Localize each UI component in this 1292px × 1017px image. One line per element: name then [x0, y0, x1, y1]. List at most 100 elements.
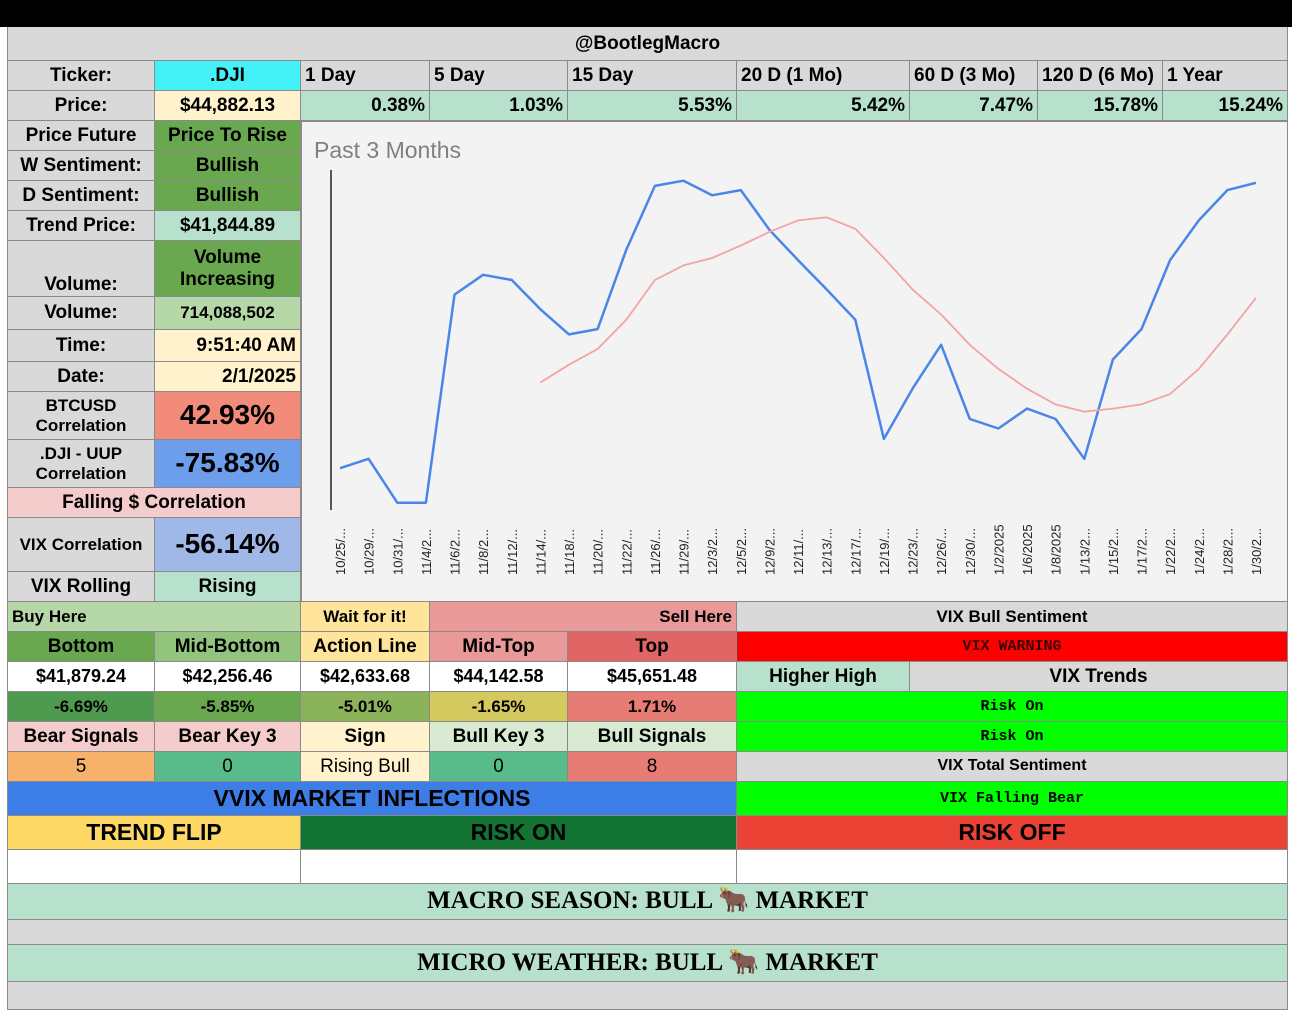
stats-label: Date: — [8, 362, 155, 392]
series-line — [339, 179, 1257, 504]
stats-label: Time: — [8, 330, 155, 362]
price-label: Price: — [8, 91, 155, 121]
x-tick-label: 10/25/... — [333, 528, 348, 575]
signals-names: Bear Key 3 — [155, 722, 301, 752]
x-tick-label: 12/26/... — [934, 528, 949, 575]
x-tick-label: 11/20/... — [591, 529, 606, 575]
x-tick-label: 11/22/... — [619, 529, 634, 575]
x-tick-label: 12/13/... — [820, 528, 835, 575]
stats-value: 714,088,502 — [155, 297, 301, 330]
levels-names: Bottom — [8, 632, 155, 662]
chart-title: Past 3 Months — [314, 137, 461, 163]
inflections-risk-on: RISK ON — [301, 816, 737, 850]
levels-prices: $45,651.48 — [568, 662, 737, 692]
vix-total: VIX Total Sentiment — [737, 752, 1288, 782]
x-tick-label: 1/2/2025 — [991, 524, 1006, 575]
levels-changes: 1.71% — [568, 692, 737, 722]
periods: 5 Day — [430, 61, 568, 91]
signals-names: Bull Signals — [568, 722, 737, 752]
x-tick-label: 12/23/... — [906, 528, 921, 575]
x-tick-label: 12/19/... — [877, 528, 892, 575]
signals-names: Bear Signals — [8, 722, 155, 752]
levels-changes: -5.85% — [155, 692, 301, 722]
vix-risk-2: Risk On — [737, 722, 1288, 752]
stats-value: 2/1/2025 — [155, 362, 301, 392]
top-bar — [0, 0, 1292, 27]
periods: 1 Day — [301, 61, 430, 91]
levels-changes: -6.69% — [8, 692, 155, 722]
x-tick-label: 12/30/... — [963, 528, 978, 575]
x-tick-label: 1/17/2... — [1135, 528, 1150, 575]
price-value: $44,882.13 — [155, 91, 301, 121]
x-tick-label: 11/4/2... — [419, 529, 434, 575]
stats-label: Volume: — [8, 297, 155, 330]
x-tick-label: 1/22/2... — [1163, 528, 1178, 575]
stats-value: 9:51:40 AM — [155, 330, 301, 362]
falling-correlation: Falling $ Correlation — [8, 488, 301, 518]
x-tick-label: 10/31/... — [390, 528, 405, 575]
levels-names: Top — [568, 632, 737, 662]
x-tick-label: 11/14/... — [533, 529, 548, 575]
series-line — [539, 216, 1257, 413]
returns: 5.42% — [737, 91, 910, 121]
x-tick-label: 11/6/2... — [448, 529, 463, 575]
periods: 1 Year — [1163, 61, 1288, 91]
zones-buy: Buy Here — [8, 602, 301, 632]
stats-label: Trend Price: — [8, 211, 155, 241]
signals-values: Rising Bull — [301, 752, 430, 782]
returns: 15.78% — [1038, 91, 1163, 121]
zones-wait: Wait for it! — [301, 602, 430, 632]
inflections-risk-off: RISK OFF — [737, 816, 1288, 850]
x-tick-label: 12/11/... — [791, 529, 806, 575]
blank-cell — [8, 850, 301, 884]
vix-total-value: VIX Falling Bear — [737, 782, 1288, 816]
inflections-title: VVIX MARKET INFLECTIONS — [8, 782, 737, 816]
x-tick-label: 11/26/... — [648, 529, 663, 575]
stats-label: VIX Rolling — [8, 572, 155, 602]
x-tick-label: 11/18/... — [562, 529, 577, 575]
blank-cell — [8, 982, 1288, 1010]
x-tick-label: 11/8/2... — [476, 529, 491, 575]
signals-values: 8 — [568, 752, 737, 782]
stats-value: -56.14% — [155, 518, 301, 572]
x-tick-label: 10/29/... — [362, 528, 377, 575]
periods: 60 D (3 Mo) — [910, 61, 1038, 91]
returns: 1.03% — [430, 91, 568, 121]
vix-warning: VIX WARNING — [737, 632, 1288, 662]
inflections-trend-flip: TREND FLIP — [8, 816, 301, 850]
x-tick-label: 12/17/... — [848, 528, 863, 575]
signals-values: 0 — [430, 752, 568, 782]
stats-label: VIX Correlation — [8, 518, 155, 572]
x-tick-label: 12/5/2... — [734, 528, 749, 575]
stats-value: -75.83% — [155, 440, 301, 488]
stats-value: Bullish — [155, 151, 301, 181]
vix-trends: VIX Trends — [910, 662, 1288, 692]
returns: 0.38% — [301, 91, 430, 121]
x-tick-label: 1/13/2... — [1077, 528, 1092, 575]
stats-label: .DJI - UUP Correlation — [8, 440, 155, 488]
x-tick-label: 11/12/... — [505, 529, 520, 575]
periods: 120 D (6 Mo) — [1038, 61, 1163, 91]
stats-label: D Sentiment: — [8, 181, 155, 211]
periods: 20 D (1 Mo) — [737, 61, 910, 91]
stats-value: Rising — [155, 572, 301, 602]
levels-names: Action Line — [301, 632, 430, 662]
stats-value: Price To Rise — [155, 121, 301, 151]
x-tick-label: 1/6/2025 — [1020, 524, 1035, 575]
chart-area — [301, 121, 1288, 602]
levels-names: Mid-Bottom — [155, 632, 301, 662]
stats-label: BTCUSD Correlation — [8, 392, 155, 440]
signals-names: Bull Key 3 — [430, 722, 568, 752]
zones-vix-bull: VIX Bull Sentiment — [737, 602, 1288, 632]
returns: 15.24% — [1163, 91, 1288, 121]
zones-sell: Sell Here — [430, 602, 737, 632]
blank-cell — [8, 920, 1288, 945]
returns: 7.47% — [910, 91, 1038, 121]
returns: 5.53% — [568, 91, 737, 121]
macro-banner: MACRO SEASON: BULL 🐂 MARKET — [8, 884, 1288, 920]
header-title: @BootlegMacro — [8, 27, 1288, 61]
stats-value: Bullish — [155, 181, 301, 211]
ticker-value: .DJI — [155, 61, 301, 91]
ticker-label: Ticker: — [8, 61, 155, 91]
